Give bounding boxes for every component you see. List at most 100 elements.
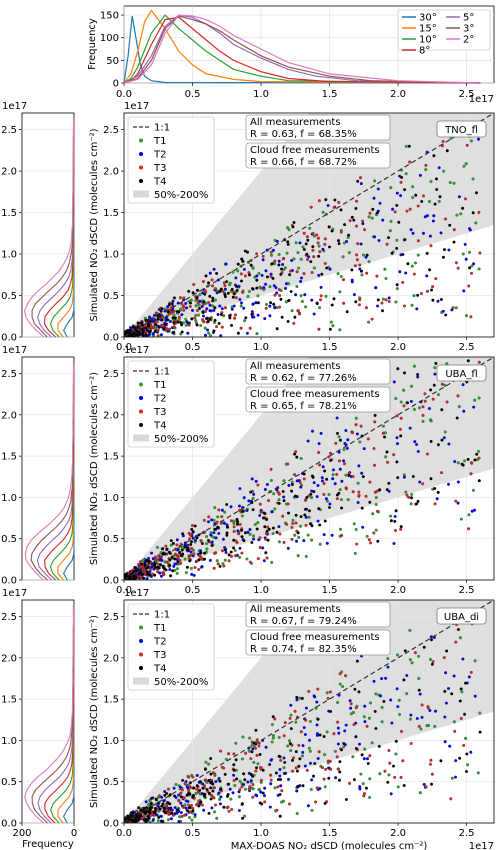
scatter-point	[407, 144, 411, 148]
scatter-point	[286, 240, 290, 244]
left-ytick-label: 0.0	[1, 576, 17, 587]
scatter-point	[217, 791, 221, 795]
scatter-point	[387, 296, 391, 300]
scatter-point	[431, 219, 435, 223]
stats-cf-title: Cloud free measurements	[250, 389, 380, 400]
scatter-point	[338, 290, 342, 294]
scatter-point	[278, 792, 282, 796]
scatter-point	[337, 767, 341, 771]
scatter-point	[190, 527, 194, 531]
scatter-point	[239, 304, 243, 308]
scatter-point	[311, 245, 315, 249]
scatter-point	[165, 791, 169, 795]
scatter-point	[462, 289, 466, 293]
scatter-point	[380, 301, 384, 305]
scatter-point	[211, 782, 215, 786]
scatter-point	[309, 492, 313, 496]
scatter-point	[299, 294, 303, 298]
scatter-point	[150, 565, 154, 569]
scatter-point	[355, 258, 359, 262]
scatter-point	[261, 546, 265, 550]
scatter-point	[383, 435, 387, 439]
scatter-point	[355, 659, 359, 663]
scatter-point	[200, 565, 204, 569]
scatter-point	[207, 301, 211, 305]
scatter-point	[254, 728, 258, 732]
scatter-point	[288, 716, 292, 720]
scatter-point	[307, 689, 311, 693]
scatter-point	[323, 753, 327, 757]
scatter-point	[415, 443, 419, 447]
scatter-point	[277, 253, 281, 257]
scatter-point	[322, 533, 326, 537]
scatter-point	[373, 709, 377, 713]
scatter-point	[144, 326, 148, 330]
scatter-point	[179, 810, 183, 814]
scatter-point	[353, 687, 357, 691]
scatter-point	[392, 380, 396, 384]
scatter-point	[342, 745, 346, 749]
xtick-label: 0.0	[116, 828, 132, 839]
scatter-point	[343, 462, 347, 466]
scatter-point	[140, 328, 144, 332]
scatter-point	[304, 706, 308, 710]
scatter-point	[254, 769, 258, 773]
scatter-point	[435, 177, 439, 181]
scatter-point	[199, 780, 203, 784]
x-axis-label: MAX-DOAS NO₂ dSCD (molecules cm⁻²)	[231, 841, 428, 850]
scatter-point	[351, 475, 355, 479]
scatter-point	[169, 543, 173, 547]
scatter-point	[418, 791, 422, 795]
scatter-point	[297, 312, 301, 316]
scatter-point	[466, 359, 470, 363]
scatter-point	[306, 238, 310, 242]
scatter-point	[445, 149, 449, 153]
scatter-point	[291, 521, 295, 525]
scatter-point	[232, 304, 236, 308]
scatter-point	[282, 734, 286, 738]
scatter-point	[233, 313, 237, 317]
scatter-point	[175, 571, 179, 575]
scatter-point	[369, 541, 373, 545]
scatter-point	[186, 331, 190, 335]
scatter-point	[410, 661, 414, 665]
scatter-point	[269, 782, 273, 786]
scatter-point	[234, 296, 238, 300]
scatter-point	[181, 778, 185, 782]
scatter-point	[389, 514, 393, 518]
legend-swatch-dot	[139, 138, 143, 143]
scatter-point	[288, 739, 292, 743]
scatter-point	[321, 465, 325, 469]
scatter-point	[160, 318, 164, 322]
scatter-point	[362, 447, 366, 451]
scatter-point	[403, 188, 407, 192]
scatter-point	[263, 786, 267, 790]
scatter-point	[418, 692, 422, 696]
scatter-point	[272, 302, 276, 306]
scatter-point	[434, 709, 438, 713]
scatter-point	[256, 313, 260, 317]
scatter-point	[241, 735, 245, 739]
scatter-point	[169, 320, 173, 324]
scatter-point	[186, 774, 190, 778]
scatter-point	[302, 472, 306, 476]
scatter-point	[216, 562, 220, 566]
scatter-point	[263, 800, 267, 804]
scatter-point	[292, 221, 296, 225]
scatter-point	[172, 309, 176, 313]
scatter-point	[258, 513, 262, 517]
top-histogram-multiplier: 1e17	[469, 94, 494, 105]
scatter-point	[223, 510, 227, 514]
scatter-point	[308, 738, 312, 742]
legend-swatch-dot	[139, 666, 143, 670]
scatter-point	[368, 795, 372, 799]
scatter-point	[322, 482, 326, 486]
y-axis-label: Simulated NO₂ dSCD (molecules cm⁻²)	[89, 615, 100, 808]
scatter-point	[205, 547, 209, 551]
scatter-point	[255, 753, 259, 757]
scatter-point	[423, 399, 427, 403]
scatter-point	[443, 430, 447, 434]
scatter-point	[230, 554, 234, 558]
scatter-point	[292, 756, 296, 760]
scatter-point	[202, 808, 206, 812]
